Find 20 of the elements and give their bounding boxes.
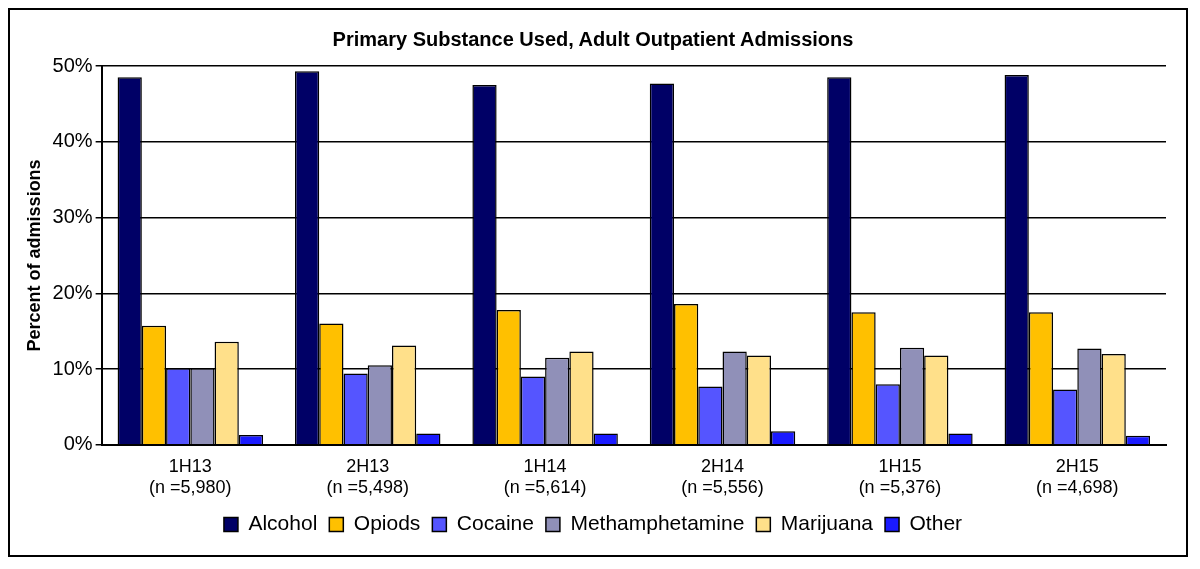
x-tick-label: 1H14 (n =5,614) — [503, 455, 587, 498]
y-tick-label: 0% — [63, 432, 93, 455]
x-tick-label: 2H13 (n =5,498) — [326, 455, 409, 498]
legend-label: Marijuana — [780, 511, 874, 535]
legend-label: Methamphetamine — [570, 511, 745, 535]
y-axis-title: Percent of admissions — [23, 159, 44, 352]
legend-label: Alcohol — [248, 511, 318, 535]
legend-label: Cocaine — [456, 511, 534, 535]
legend-label: Opiods — [353, 511, 421, 535]
x-tick-label: 2H14 (n =5,556) — [681, 455, 764, 498]
y-tick-label: 10% — [52, 356, 93, 379]
chart-title: Primary Substance Used, Adult Outpatient Admissions — [332, 27, 854, 50]
x-tick-label: 1H13 (n =5,980) — [149, 455, 232, 498]
x-tick-label: 1H15 (n =5,376) — [858, 455, 942, 498]
x-tick-label: 2H15 (n =4,698) — [1036, 455, 1119, 498]
legend-label: Other — [909, 511, 963, 535]
y-tick-label: 40% — [52, 129, 93, 152]
y-tick-label: 20% — [52, 280, 93, 303]
y-tick-label: 50% — [52, 53, 93, 76]
y-tick-label: 30% — [52, 205, 93, 228]
